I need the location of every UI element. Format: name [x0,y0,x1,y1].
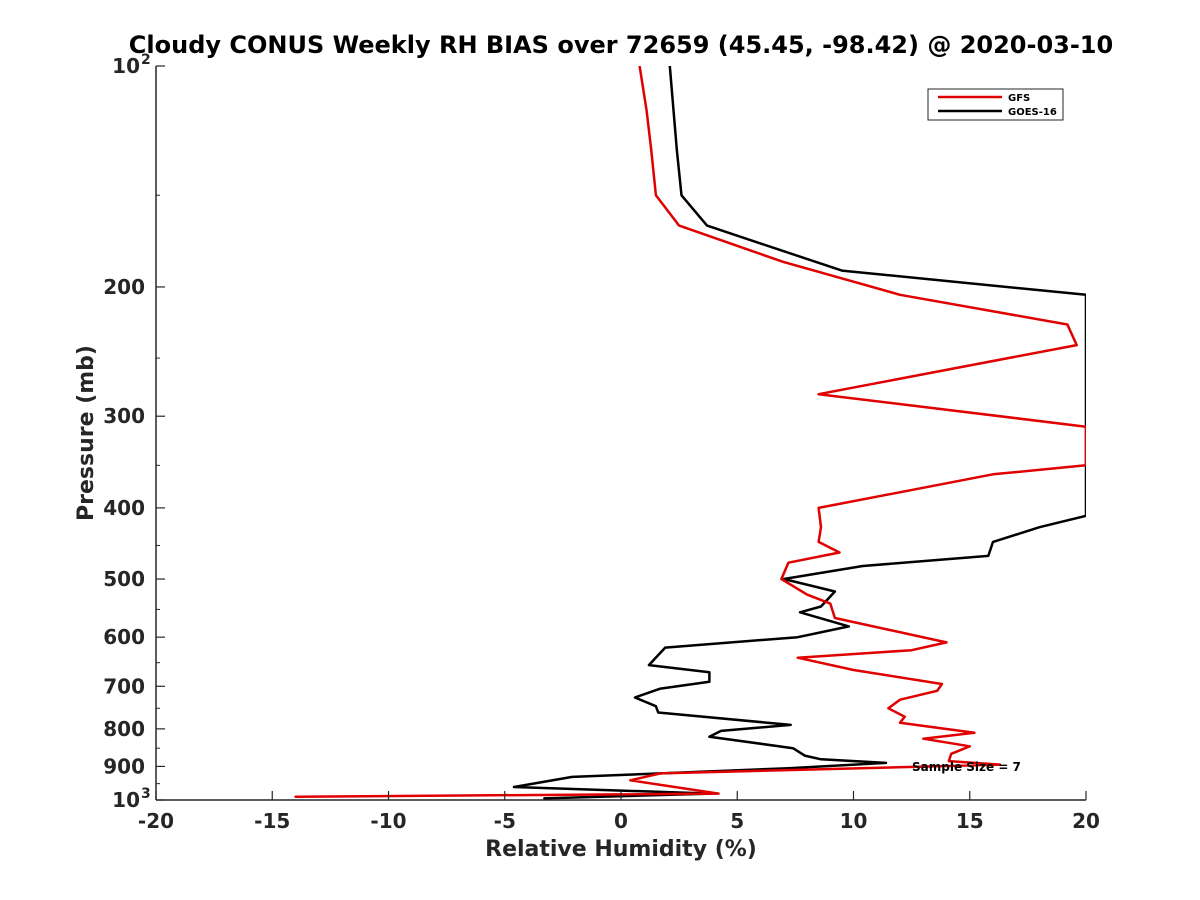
series-line-gfs [294,66,1086,799]
sample-size-annotation: Sample Size = 7 [912,760,1021,774]
series-layer [294,66,1086,800]
legend: GFS GOES-16 [927,88,1064,121]
x-tick-label: -20 [138,809,174,833]
y-axis-label: Pressure (mb) [74,345,99,521]
y-tick-label: 10 [112,788,140,812]
x-axis-label: Relative Humidity (%) [485,837,757,862]
x-tick-label: 10 [840,809,868,833]
x-axis-ticks: -20 -15 -10 -5 0 5 10 15 20 [138,791,1100,833]
x-tick-label: 5 [730,809,744,833]
x-tick-label: 15 [956,809,984,833]
legend-label: GOES-16 [1008,107,1057,118]
x-tick-label: 0 [614,809,628,833]
legend-label: GFS [1008,93,1030,104]
y-tick-label: 10 [112,54,140,78]
y-tick-label: 400 [103,496,145,520]
x-tick-label: -5 [494,809,516,833]
x-tick-label: -10 [370,809,406,833]
y-tick-exponent: 2 [141,52,151,68]
legend-box [927,88,1064,121]
y-tick-label: 600 [103,625,145,649]
y-tick-label: 900 [103,754,145,778]
y-tick-label: 200 [103,275,145,299]
y-tick-exponent: 3 [141,786,151,802]
y-tick-label: 500 [103,567,145,591]
series-line-goes-16 [512,66,1086,800]
plot-area: -20 -15 -10 -5 0 5 10 15 20 10 220030040050060070… [103,52,1100,833]
y-tick-label: 800 [103,717,145,741]
chart-title: Cloudy CONUS Weekly RH BIAS over 72659 (… [129,31,1113,59]
x-tick-label: -15 [254,809,290,833]
y-tick-label: 300 [103,404,145,428]
y-tick-label: 700 [103,674,145,698]
x-tick-label: 20 [1072,809,1100,833]
